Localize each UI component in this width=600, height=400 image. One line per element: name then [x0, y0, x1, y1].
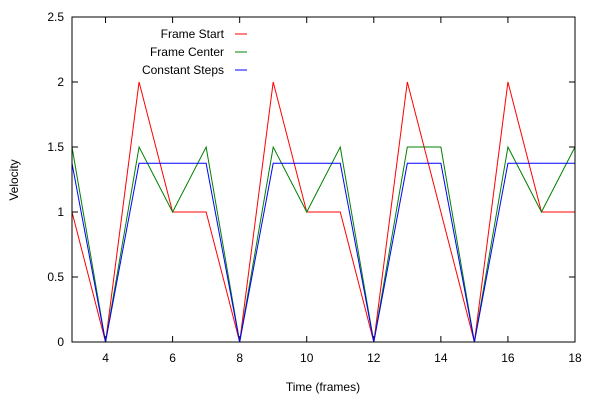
legend-label: Constant Steps — [142, 63, 224, 77]
x-tick-label: 4 — [102, 351, 109, 365]
x-tick-label: 14 — [434, 351, 448, 365]
y-tick-label: 1.5 — [47, 140, 64, 154]
x-tick-label: 6 — [169, 351, 176, 365]
legend-label: Frame Center — [150, 45, 224, 59]
x-tick-label: 12 — [367, 351, 381, 365]
plot-border — [71, 16, 576, 343]
y-tick-label: 0.5 — [47, 270, 64, 284]
x-tick-label: 16 — [501, 351, 515, 365]
series-line-constant-steps — [71, 162, 575, 343]
x-tick-label: 10 — [300, 351, 314, 365]
y-tick-label: 0 — [57, 335, 64, 349]
y-axis-label: Velocity — [7, 159, 21, 200]
y-tick-label: 2 — [57, 75, 64, 89]
y-tick-label: 1 — [57, 205, 64, 219]
series-line-frame-start — [71, 81, 575, 343]
series-line-frame-center — [71, 145, 576, 343]
x-tick-label: 8 — [236, 351, 243, 365]
x-tick-label: 18 — [568, 351, 582, 365]
legend-label: Frame Start — [161, 27, 225, 41]
x-axis-label: Time (frames) — [286, 380, 360, 394]
y-tick-label: 2.5 — [47, 10, 64, 24]
